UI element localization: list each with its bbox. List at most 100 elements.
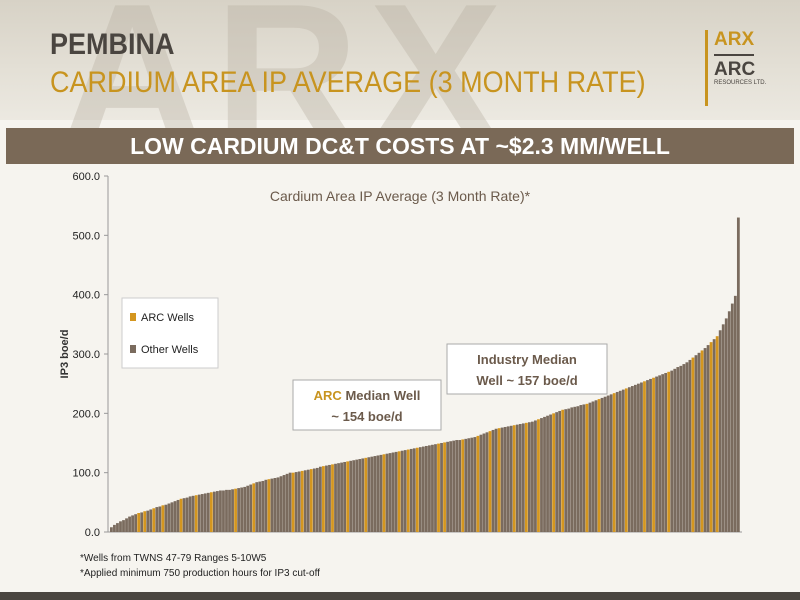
bar-other-well <box>682 364 686 532</box>
bar-other-well <box>182 498 186 532</box>
bar-other-well <box>673 368 677 532</box>
bar-other-well <box>185 497 189 532</box>
header-band: ARX <box>0 0 800 186</box>
bar-other-well <box>579 405 583 532</box>
company-logo: ARX ARC RESOURCES LTD. <box>705 30 784 106</box>
bar-other-well <box>246 485 250 532</box>
legend-swatch-arc <box>130 313 136 321</box>
bar-other-well <box>500 427 504 532</box>
bar-other-well <box>503 426 507 532</box>
bar-other-well <box>440 443 443 532</box>
bar-arc-well <box>709 342 713 532</box>
bar-arc-well <box>488 431 492 532</box>
bar-arc-well <box>624 388 628 532</box>
logo-arx: ARX <box>714 29 755 50</box>
footnote-wells: *Wells from TWNS 47-79 Ranges 5-10W5 <box>80 553 267 564</box>
bar-other-well <box>355 459 359 532</box>
bar-other-well <box>288 472 292 532</box>
bar-other-well <box>434 444 437 532</box>
bar-other-well <box>197 494 201 532</box>
bar-other-well <box>703 348 707 532</box>
arc-median-line1: ARC Median Well <box>314 388 421 403</box>
bar-other-well <box>231 489 234 532</box>
bar-other-well <box>573 406 577 532</box>
bar-other-well <box>337 463 340 532</box>
bar-other-well <box>203 493 207 532</box>
bar-arc-well <box>137 513 141 532</box>
bar-other-well <box>367 457 371 532</box>
bar-arc-well <box>643 381 646 532</box>
bar-other-well <box>649 378 652 532</box>
bar-other-well <box>255 482 259 532</box>
bar-other-well <box>567 408 571 532</box>
bar-other-well <box>170 502 174 532</box>
bar-other-well <box>555 412 559 532</box>
bar-other-well <box>518 424 522 532</box>
bar-other-well <box>506 426 510 532</box>
bar-other-well <box>264 479 268 532</box>
bar-other-well <box>325 465 328 532</box>
bar-arc-well <box>406 449 410 532</box>
bar-other-well <box>697 352 701 532</box>
bar-other-well <box>594 400 598 532</box>
bar-other-well <box>261 480 265 532</box>
bar-other-well <box>191 495 195 532</box>
bar-arc-well <box>415 447 419 532</box>
arc-median-prefix: ARC <box>314 388 343 403</box>
bar-other-well <box>240 487 244 532</box>
industry-median-line2: Well ~ 157 boe/d <box>476 373 577 388</box>
bar-other-well <box>688 359 692 532</box>
bar-other-well <box>125 518 128 532</box>
arc-median-callout <box>292 379 442 431</box>
bar-other-well <box>531 421 534 532</box>
bar-other-well <box>479 434 483 532</box>
bar-other-well <box>549 414 552 532</box>
bar-other-well <box>733 295 737 532</box>
bar-arc-well <box>443 442 446 532</box>
bar-other-well <box>627 387 631 532</box>
bar-other-well <box>455 440 459 532</box>
bar-other-well <box>582 404 586 532</box>
bar-arc-well <box>612 393 616 532</box>
bar-arc-well <box>461 439 465 532</box>
bar-other-well <box>609 394 613 532</box>
bar-other-well <box>297 471 301 532</box>
bar-other-well <box>558 410 562 532</box>
legend-box <box>121 297 219 369</box>
bar-other-well <box>249 484 253 532</box>
page-subtitle: CARDIUM AREA IP AVERAGE (3 MONTH RATE) <box>50 66 646 99</box>
bar-other-well <box>515 424 519 532</box>
chart-container: 0.0 100.0 200.0 300.0 400.0 500.0 600.0 IP3 boe… <box>0 168 800 548</box>
bar-other-well <box>340 462 343 532</box>
bar-other-well <box>491 429 495 532</box>
bar-arc-well <box>209 492 213 532</box>
bar-other-well <box>425 445 428 532</box>
bar-arc-well <box>524 422 528 532</box>
bar-other-well <box>418 447 422 532</box>
bar-other-well <box>349 460 353 532</box>
bar-other-well <box>391 452 395 532</box>
bar-other-well <box>200 494 204 532</box>
bar-other-well <box>188 496 192 532</box>
bar-other-well <box>712 339 716 532</box>
bar-other-well <box>409 448 413 532</box>
headline-banner: LOW CARDIUM DC&T COSTS AT ~$2.3 MM/WELL <box>6 128 794 164</box>
bar-other-well <box>273 478 277 532</box>
bar-other-well <box>167 503 171 532</box>
bar-other-well <box>282 475 286 532</box>
bar-other-well <box>527 422 531 532</box>
bar-other-well <box>685 362 689 532</box>
bar-other-well <box>403 450 407 532</box>
bar-other-well <box>452 440 456 532</box>
bar-other-well <box>730 303 734 532</box>
bar-other-well <box>328 464 331 532</box>
bar-other-well <box>315 467 319 532</box>
bar-other-well <box>279 476 283 532</box>
bar-other-well <box>473 437 477 532</box>
bar-other-well <box>458 440 462 532</box>
logo-arc: ARC <box>714 59 756 80</box>
bar-other-well <box>428 445 431 532</box>
bar-other-well <box>470 437 474 532</box>
bar-other-well <box>361 458 365 532</box>
bar-other-well <box>128 516 131 532</box>
